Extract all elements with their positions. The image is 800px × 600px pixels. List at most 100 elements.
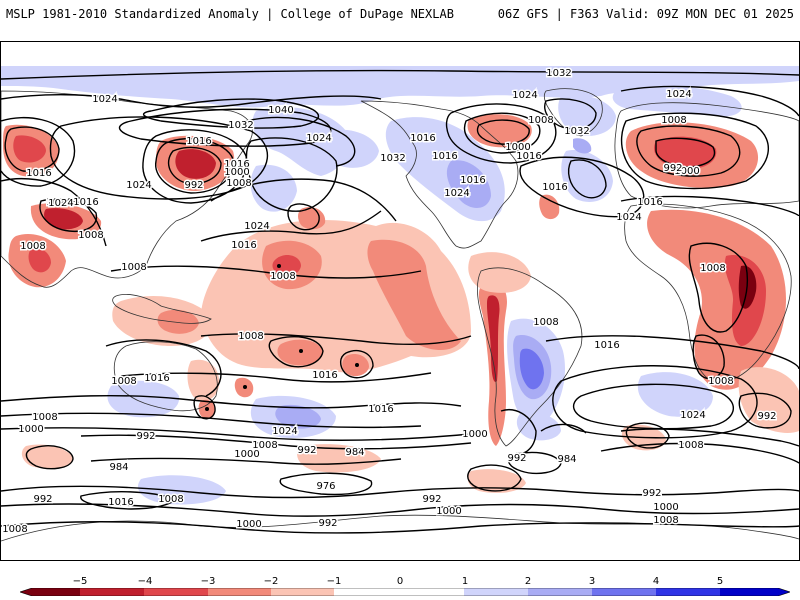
isobar-label: 1008	[2, 524, 27, 535]
anomaly-fill-siberia-core	[175, 149, 216, 179]
anomaly-fill-scandinavia	[612, 85, 742, 117]
isobar-label: 992	[184, 180, 203, 191]
isobar-label: 984	[109, 462, 128, 473]
anomaly-fill-equatorial-strip	[367, 239, 461, 351]
isobar-label: 1016	[637, 197, 662, 208]
low-center-marker	[243, 385, 247, 389]
isobar-label: 1016	[410, 133, 435, 144]
isobar-labels: 1032 1024 1040 1032 1016 1024 1016 1024 …	[1, 67, 778, 537]
isobar-label: 1032	[380, 153, 405, 164]
isobar-1016-pacific-c	[339, 349, 374, 379]
anomaly-fill-southern-ocean-b	[467, 469, 526, 493]
isobar-label: 1016	[516, 151, 541, 162]
isobar-1008-south	[1, 412, 422, 429]
isobar-label: 1008	[32, 412, 57, 423]
isobar-1008-pacific-c	[268, 336, 324, 368]
anomaly-fill-south-atlantic	[637, 372, 713, 417]
isobar-label: 1008	[678, 440, 703, 451]
isobar-1032-asia	[118, 108, 332, 147]
isobar-label: 992	[136, 431, 155, 442]
colorbar-swatch-neg5	[20, 588, 80, 596]
anomaly-fill-indonesia	[157, 309, 199, 334]
colorbar-tick-label: −2	[263, 576, 279, 587]
isobar-label: 1008	[238, 331, 263, 342]
anomaly-fill-south-pacific-core	[275, 404, 321, 429]
isobar-label: 1008	[158, 494, 183, 505]
low-center-marker	[205, 407, 209, 411]
isobar-label: 1008	[226, 178, 251, 189]
isobar-976-south	[279, 472, 373, 496]
isobar-label: 1024	[616, 212, 641, 223]
isobar-label: 992	[422, 494, 441, 505]
isobar-1024-asia-india	[39, 198, 98, 233]
isobar-label: 1024	[48, 198, 73, 209]
isobar-1008-europe	[620, 112, 769, 190]
isobar-label: 1008	[653, 515, 678, 526]
isobar-1008-south-atlantic	[545, 335, 799, 370]
isobar-label: 1008	[252, 440, 277, 451]
anomaly-fill-africa-east	[647, 209, 786, 390]
isobar-label: 1008	[661, 115, 686, 126]
anomaly-fill-southern-ocean-c	[21, 444, 73, 469]
anomaly-fill-atlantic-blue-core	[573, 138, 592, 154]
isobar-contours	[1, 69, 799, 534]
isobar-1016-west-asia	[1, 116, 76, 187]
isobar-1024-pacific-north	[245, 137, 338, 212]
isobar-1024-west-asia	[4, 126, 60, 173]
isobar-label: 1024	[272, 426, 297, 437]
isobar-label: 1016	[73, 197, 98, 208]
isobar-1000-siberia	[155, 137, 234, 194]
anomaly-fill-australia-east	[187, 359, 220, 402]
isobar-label: 1024	[444, 188, 469, 199]
anomaly-fill-north-america-core	[446, 160, 491, 208]
colorbar-swatch-neg3	[144, 588, 208, 596]
anomaly-map: 1032 1024 1040 1032 1016 1024 1016 1024 …	[0, 41, 800, 561]
isobar-1008-pacific-b	[200, 333, 472, 345]
isobar-1016-south-pacific-b	[1, 394, 462, 409]
anomaly-fill-andes-core	[487, 295, 500, 382]
isobar-label: 1000	[674, 166, 699, 177]
isobar-1032-arctic	[1, 69, 799, 80]
isobar-label: 1016	[108, 497, 133, 508]
coastline-australia	[113, 341, 218, 412]
colorbar-tick-label: 5	[716, 576, 724, 587]
isobar-1024-south-atlantic	[572, 383, 734, 430]
isobar-label: 1008	[121, 262, 146, 273]
isobar-1024-north	[1, 94, 382, 108]
anomaly-fill-southern-ocean-blue	[137, 475, 226, 505]
anomaly-fill-atlantic-small	[539, 194, 560, 220]
isobar-label: 1016	[144, 373, 169, 384]
isobar-label: 976	[316, 481, 335, 492]
isobar-1024-europe	[620, 85, 799, 117]
low-center-marker	[355, 363, 359, 367]
isobar-label: 1008	[533, 317, 558, 328]
isobar-label: 1024	[126, 180, 151, 191]
colorbar-swatch-pos2	[528, 588, 592, 596]
isobar-label: 992	[663, 163, 682, 174]
isobar-1008-australia	[105, 339, 222, 397]
isobar-label: 1024	[680, 410, 705, 421]
isobar-label: 1024	[512, 90, 537, 101]
colorbar-swatch-pos4	[656, 588, 720, 596]
colorbar-swatch-pos5	[720, 588, 790, 596]
isobar-label: 1008	[528, 115, 553, 126]
isobar-label: 1024	[306, 133, 331, 144]
anomaly-fill-south-america-blue-core	[519, 348, 544, 390]
anomaly-fill-europe-low-core	[653, 136, 717, 170]
isobar-label: 1000	[234, 449, 259, 460]
isobar-label: 1024	[666, 89, 691, 100]
isobar-label: 1016	[460, 175, 485, 186]
anomaly-fill-caribbean	[468, 252, 531, 293]
coastline-south-america	[477, 267, 583, 447]
colorbar-swatch-zero	[334, 588, 464, 596]
colorbar-tick-label: −3	[200, 576, 216, 587]
isobar-label: 1008	[111, 376, 136, 387]
isobar-1016-atlantic-low	[445, 103, 557, 164]
colorbar-swatch-pos1	[464, 588, 528, 596]
isobar-1008-africa-south	[692, 334, 725, 380]
isobar-label: 1016	[432, 151, 457, 162]
isobar-label: 1016	[26, 168, 51, 179]
isobar-1008-south-b	[1, 521, 799, 534]
isobar-label: 1016	[186, 136, 211, 147]
colorbar-swatch-neg2	[208, 588, 271, 596]
